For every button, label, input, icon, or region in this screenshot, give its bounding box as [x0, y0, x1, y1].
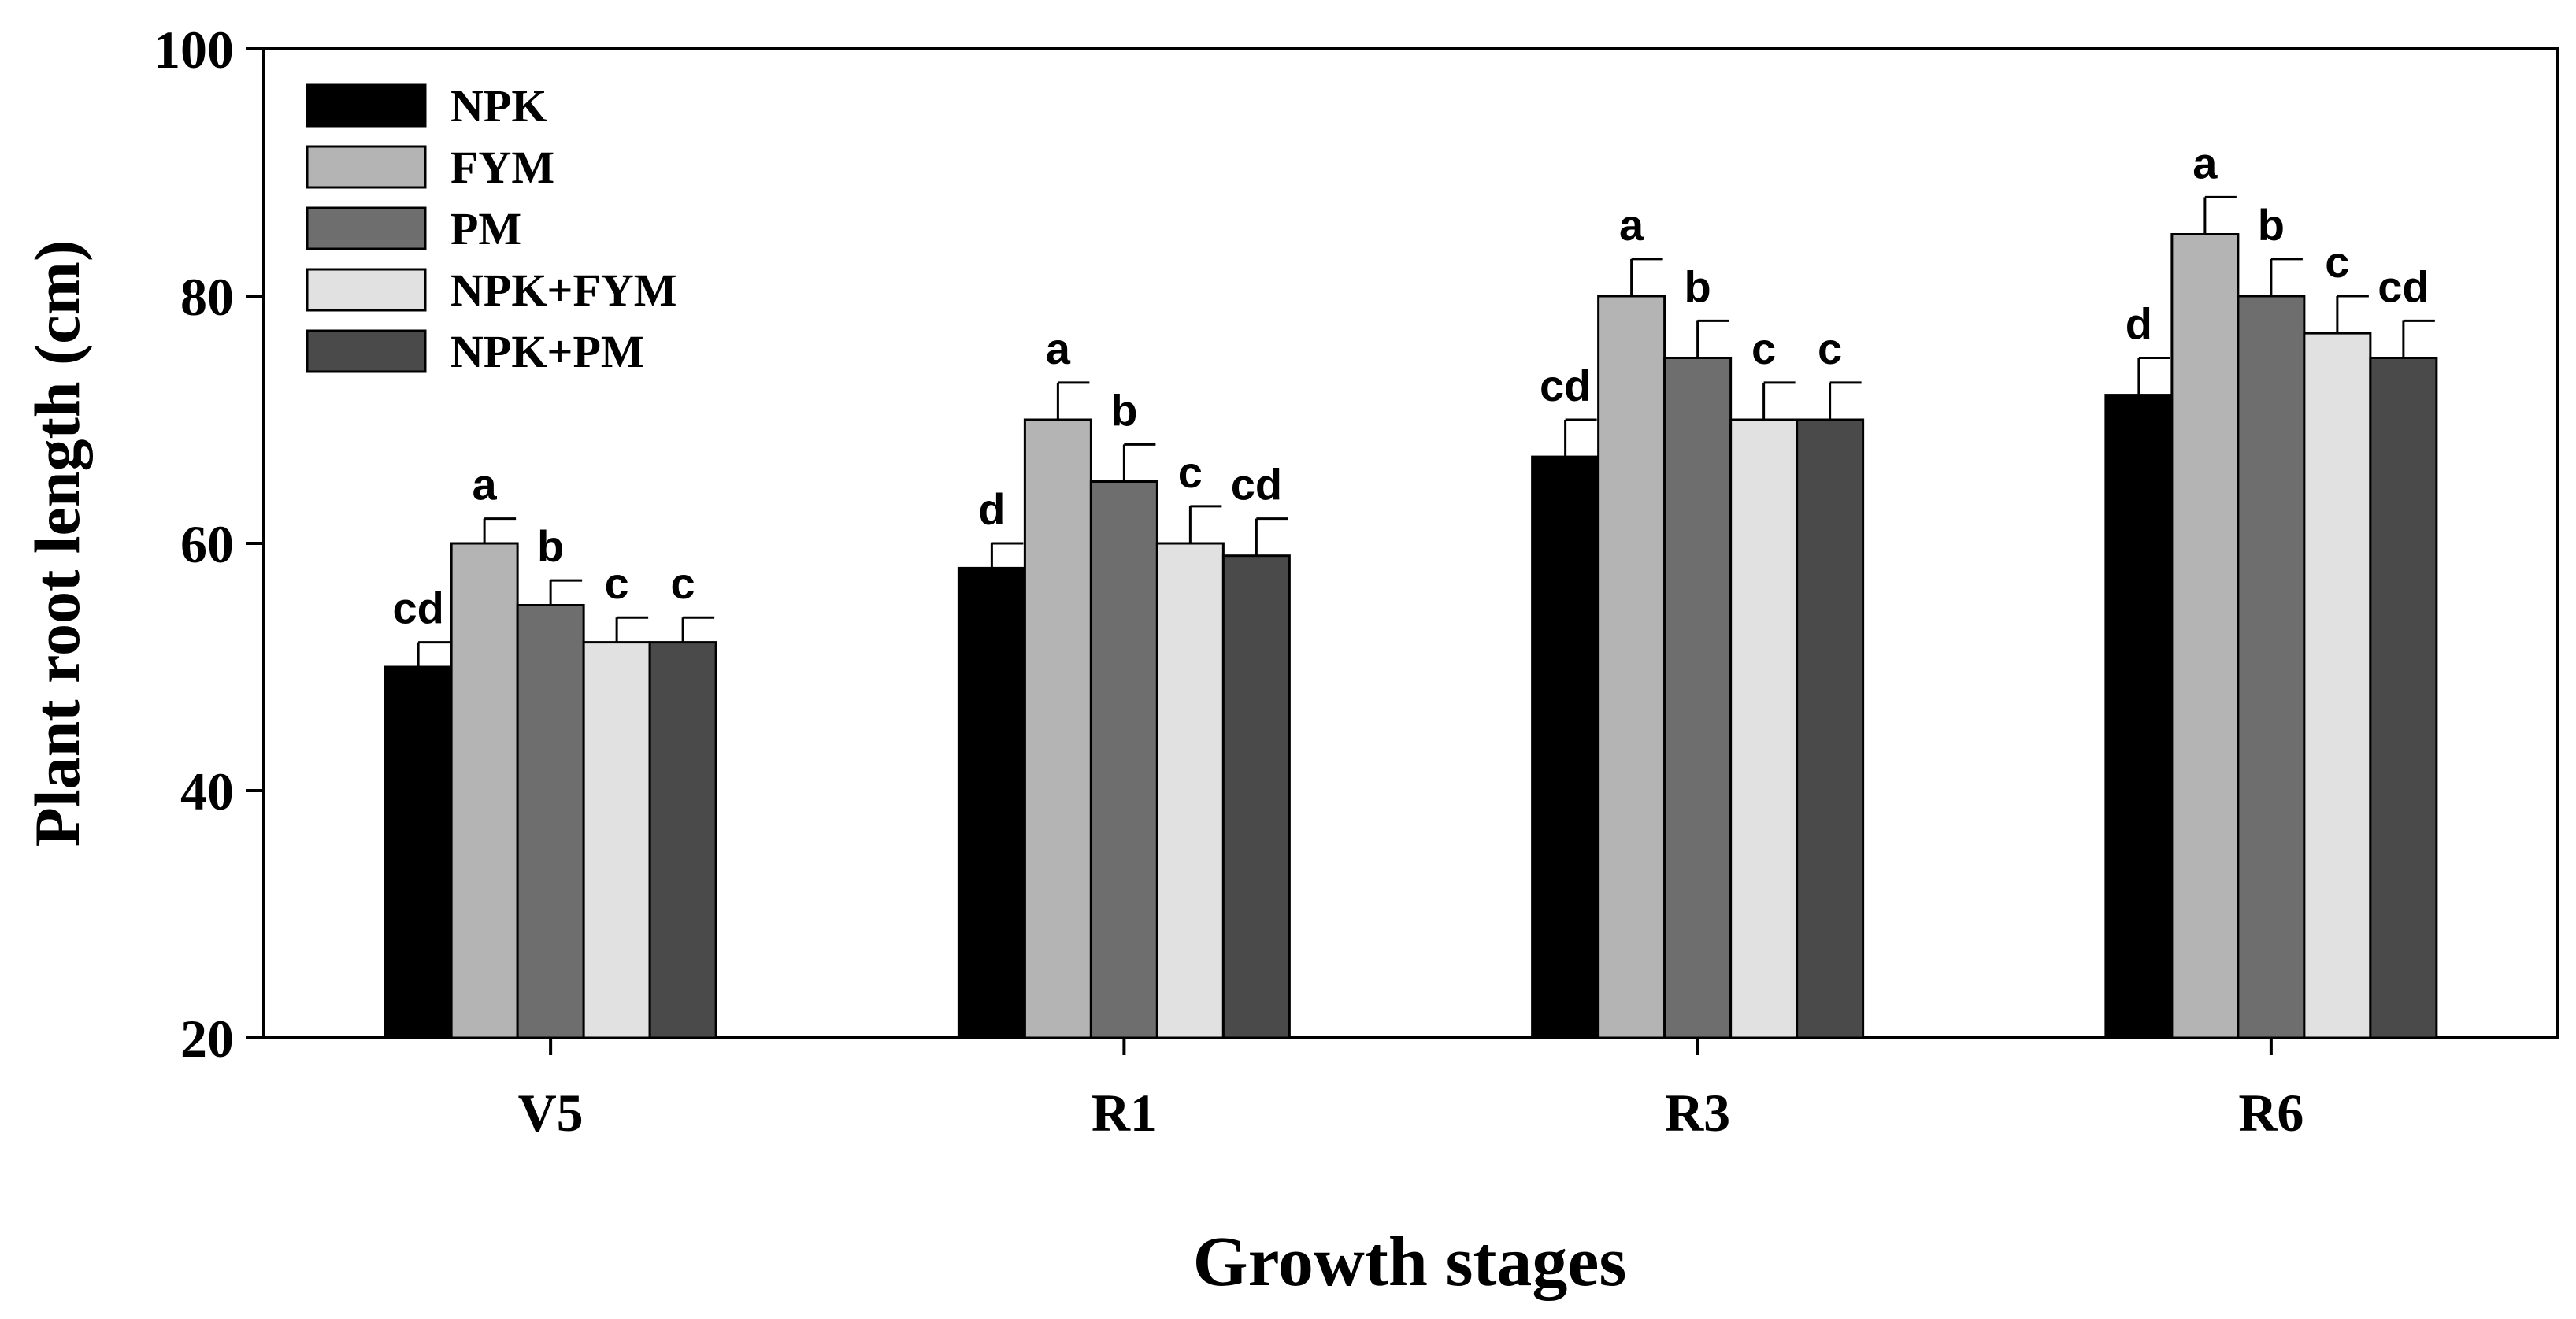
- bar: [2303, 332, 2372, 1039]
- bar: [384, 665, 453, 1039]
- x-axis: V5 R1 R3 R6: [518, 1038, 2304, 1143]
- bar: [1663, 357, 1733, 1039]
- significance-label: a: [1046, 324, 1071, 373]
- legend-swatch: [306, 145, 427, 189]
- legend-swatch: [306, 83, 427, 128]
- bar: [2237, 295, 2306, 1039]
- legend-label: NPK: [450, 80, 547, 132]
- legend-label: NPK+FYM: [450, 265, 677, 316]
- legend-label: NPK+PM: [450, 326, 644, 377]
- significance-label: c: [605, 558, 629, 608]
- x-tick-label: R6: [2238, 1083, 2304, 1143]
- bar: [648, 641, 717, 1039]
- legend-swatch: [306, 329, 427, 373]
- bar: [582, 641, 651, 1039]
- significance-label: c: [1178, 447, 1203, 497]
- bar: [450, 542, 519, 1039]
- x-axis-title: Growth stages: [1193, 1223, 1627, 1301]
- significance-label: c: [1751, 324, 1776, 373]
- significance-label: cd: [392, 584, 443, 633]
- legend-swatch: [306, 268, 427, 312]
- x-tick-label: R1: [1092, 1083, 1157, 1143]
- significance-label: cd: [1231, 460, 1282, 509]
- significance-label: b: [537, 521, 564, 571]
- significance-label: b: [2258, 200, 2285, 250]
- bar: [1023, 418, 1092, 1039]
- y-tick-label: 80: [180, 267, 234, 327]
- y-tick-label: 40: [180, 761, 234, 821]
- bar: [1729, 418, 1799, 1039]
- x-tick-label: R3: [1665, 1083, 1730, 1143]
- legend-swatch: [306, 206, 427, 250]
- significance-label: a: [1619, 200, 1644, 250]
- y-axis: 20 40 60 80 100: [154, 20, 264, 1069]
- significance-label: cd: [2378, 261, 2429, 311]
- legend-label: PM: [450, 203, 521, 254]
- bar: [1221, 554, 1291, 1039]
- y-axis-title: Plant root length (cm): [21, 240, 93, 847]
- significance-label: a: [473, 460, 498, 509]
- bar: [1796, 418, 1865, 1039]
- legend-label: FYM: [450, 142, 554, 193]
- bar: [2104, 394, 2174, 1039]
- bar: [516, 604, 585, 1039]
- y-tick-label: 20: [180, 1009, 234, 1069]
- significance-label: b: [1110, 385, 1137, 435]
- bar: [1597, 295, 1666, 1039]
- significance-label: b: [1685, 261, 1711, 311]
- y-tick-label: 60: [180, 514, 234, 574]
- y-tick-label: 100: [154, 20, 234, 80]
- bar: [1089, 480, 1158, 1039]
- significance-label: d: [978, 484, 1005, 534]
- bar: [2170, 233, 2240, 1039]
- bar: [1531, 455, 1600, 1039]
- significance-label: c: [2325, 237, 2349, 287]
- bar: [957, 566, 1026, 1039]
- bar: [1155, 542, 1225, 1039]
- significance-label: c: [1818, 324, 1842, 373]
- legend: NPK FYM PM NPK+FYM NPK+PM: [306, 80, 677, 377]
- significance-label: cd: [1540, 361, 1591, 410]
- bar: [2369, 357, 2438, 1039]
- x-tick-label: V5: [518, 1083, 584, 1143]
- significance-label: c: [671, 558, 695, 608]
- significance-label: d: [2126, 299, 2152, 349]
- significance-label: a: [2192, 138, 2218, 187]
